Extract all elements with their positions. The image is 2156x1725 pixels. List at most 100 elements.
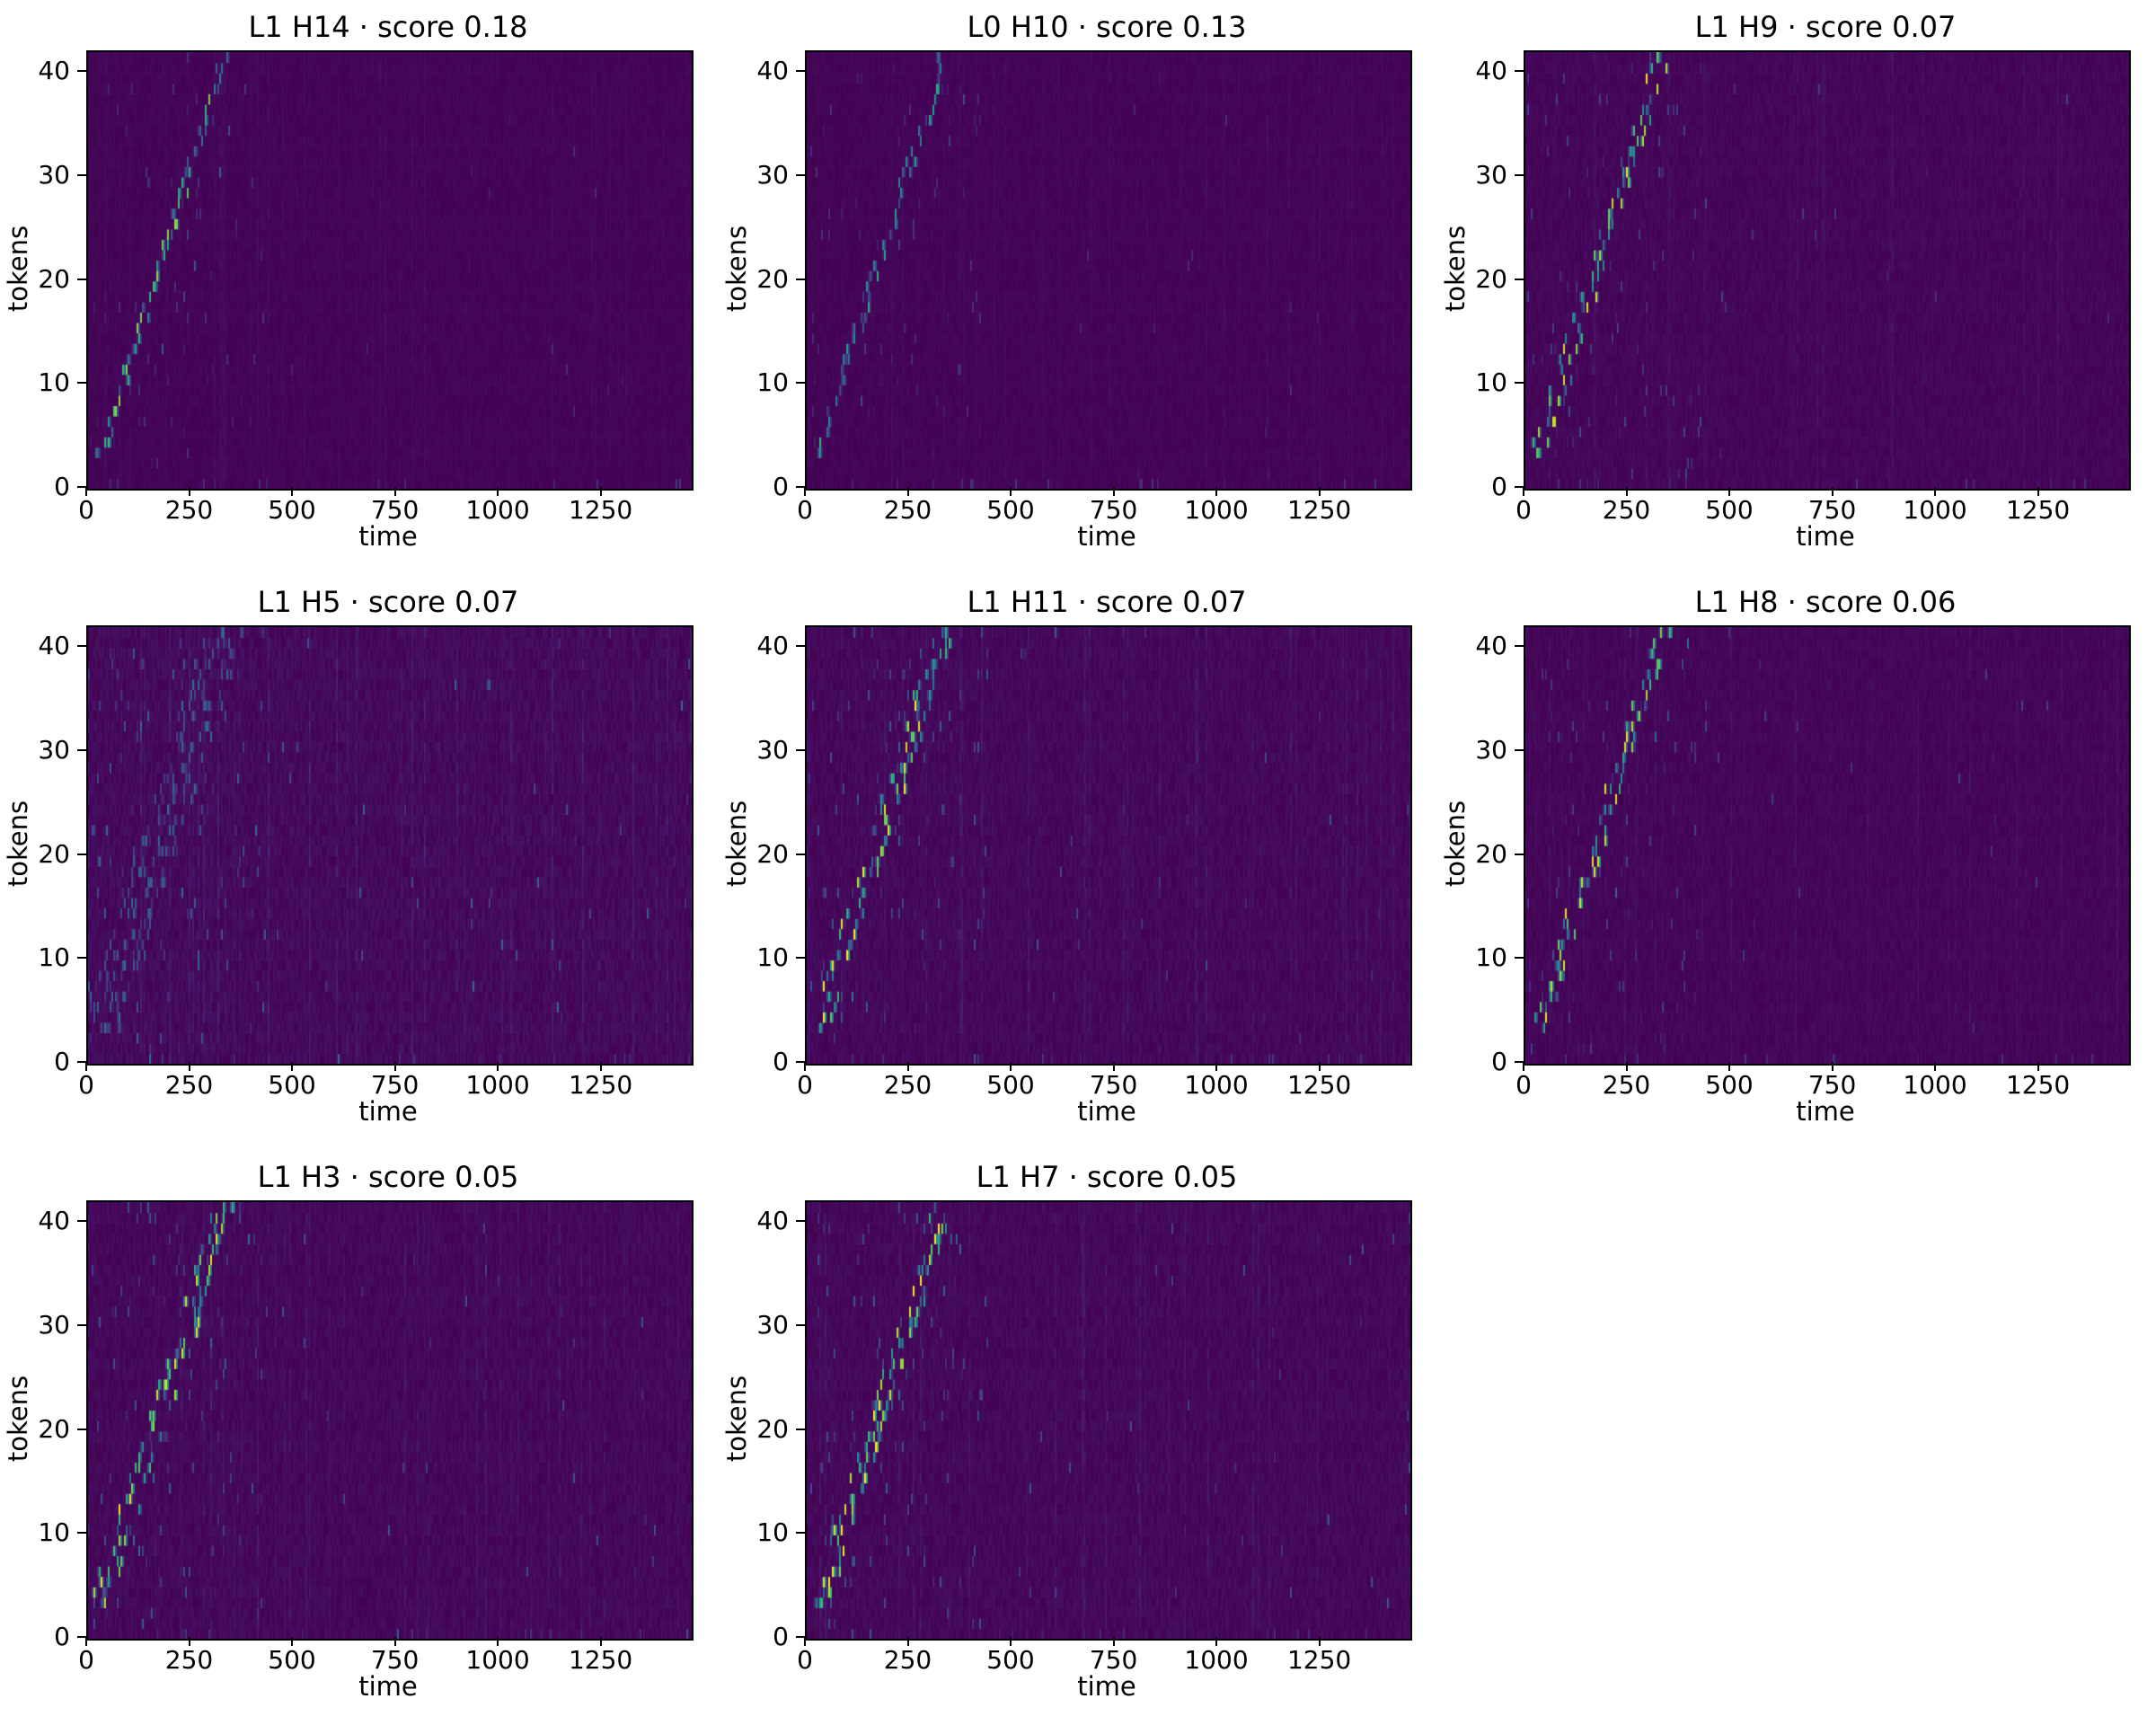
x-tick-mark: [1010, 487, 1012, 496]
x-tick-label: 0: [78, 495, 94, 525]
x-tick-label: 250: [164, 1645, 214, 1675]
x-tick-mark: [2037, 487, 2039, 496]
y-axis-label: tokens: [1440, 225, 1471, 313]
x-axis-label: time: [1077, 1671, 1136, 1702]
y-tick-mark: [796, 1323, 805, 1326]
x-tick-label: 1000: [465, 495, 530, 525]
y-tick-mark: [77, 957, 86, 960]
y-tick-label: 40: [38, 1206, 70, 1236]
y-axis-label: tokens: [3, 1375, 33, 1463]
panel-title: L1 H8 · score 0.06: [1694, 584, 1957, 619]
y-tick-mark: [796, 173, 805, 176]
y-axis-ticks: 0 10 20 30 40: [755, 1200, 805, 1650]
x-tick-label: 250: [883, 1645, 932, 1675]
x-tick-mark: [906, 487, 909, 496]
x-axis-label: time: [1077, 521, 1136, 552]
x-tick-label: 250: [883, 495, 932, 525]
y-tick-mark: [77, 1636, 86, 1638]
y-tick-mark: [77, 486, 86, 488]
x-tick-mark: [1934, 1062, 1937, 1071]
y-tick-label: 10: [756, 1517, 789, 1548]
y-tick-label: 30: [38, 1309, 70, 1340]
x-tick-mark: [188, 487, 190, 496]
x-axis-label: time: [358, 521, 418, 552]
heatmap-canvas: [807, 1202, 1410, 1639]
x-tick-label: 0: [797, 1645, 813, 1675]
panel-title: L1 H11 · score 0.07: [967, 584, 1247, 619]
heatmap-panel: L1 H8 · score 0.06 tokens 0 10 20 30 40 0 250…: [1437, 575, 2156, 1150]
y-tick-mark: [1515, 70, 1524, 73]
y-axis-ticks: 0 10 20 30 40: [1473, 625, 1524, 1075]
x-tick-mark: [1625, 1062, 1628, 1071]
x-axis-label: time: [1077, 1096, 1136, 1127]
y-tick-mark: [77, 70, 86, 73]
y-tick-mark: [796, 957, 805, 960]
y-tick-label: 30: [38, 159, 70, 190]
x-tick-label: 0: [797, 1070, 813, 1100]
x-tick-mark: [1215, 1062, 1218, 1071]
y-axis-ticks: 0 10 20 30 40: [36, 1200, 86, 1650]
y-tick-label: 0: [773, 472, 789, 501]
x-tick-mark: [804, 487, 806, 496]
x-tick-mark: [1215, 487, 1218, 496]
y-tick-mark: [77, 853, 86, 855]
x-tick-label: 750: [1807, 495, 1857, 525]
heatmap-panel: L1 H9 · score 0.07 tokens 0 10 20 30 40 0 250…: [1437, 0, 2156, 575]
x-axis-ticks: 0 250 500 750 1000 1250: [78, 487, 690, 523]
x-tick-mark: [906, 1062, 909, 1071]
x-axis-ticks: 0 250 500 750 1000 1250: [797, 1637, 1409, 1673]
y-axis-ticks: 0 10 20 30 40: [755, 50, 805, 500]
x-tick-label: 0: [78, 1070, 94, 1100]
x-tick-mark: [1934, 487, 1937, 496]
y-tick-label: 40: [38, 56, 70, 86]
x-tick-label: 1000: [1903, 1070, 1967, 1100]
x-tick-label: 1000: [1184, 1645, 1249, 1675]
y-tick-mark: [796, 1061, 805, 1063]
y-tick-label: 40: [756, 56, 789, 86]
x-tick-label: 250: [164, 1070, 214, 1100]
y-tick-label: 0: [54, 1047, 70, 1076]
plot-area: [805, 625, 1412, 1066]
x-tick-mark: [1112, 487, 1115, 496]
y-axis-ticks: 0 10 20 30 40: [36, 50, 86, 500]
heatmap-canvas: [807, 52, 1410, 489]
y-tick-mark: [77, 1532, 86, 1535]
x-tick-mark: [1831, 487, 1833, 496]
y-tick-label: 30: [756, 734, 789, 765]
y-tick-mark: [796, 382, 805, 385]
y-tick-mark: [796, 486, 805, 488]
x-tick-mark: [188, 1062, 190, 1071]
x-tick-label: 1250: [2005, 495, 2071, 525]
y-tick-label: 0: [1491, 472, 1507, 501]
y-tick-mark: [1515, 1061, 1524, 1063]
y-axis-label: tokens: [1440, 800, 1471, 888]
x-tick-mark: [599, 1637, 602, 1646]
y-tick-label: 0: [773, 1622, 789, 1651]
x-axis-ticks: 0 250 500 750 1000 1250: [1515, 487, 2127, 523]
x-tick-label: 1000: [1903, 495, 1967, 525]
y-tick-label: 10: [756, 942, 789, 973]
x-tick-label: 750: [1807, 1070, 1857, 1100]
x-axis-label: time: [358, 1096, 418, 1127]
y-tick-mark: [796, 748, 805, 751]
x-tick-mark: [393, 1062, 396, 1071]
x-tick-mark: [497, 1062, 499, 1071]
panel-title: L1 H9 · score 0.07: [1694, 9, 1957, 44]
y-tick-mark: [77, 645, 86, 648]
heatmap-canvas: [1525, 52, 2129, 489]
y-tick-mark: [796, 1220, 805, 1223]
y-tick-label: 0: [1491, 1047, 1507, 1076]
y-tick-label: 30: [756, 159, 789, 190]
heatmap-panel: L1 H7 · score 0.05 tokens 0 10 20 30 40 0 250…: [719, 1150, 1437, 1725]
x-tick-label: 1250: [568, 495, 633, 525]
x-tick-mark: [1523, 487, 1524, 496]
x-tick-label: 750: [370, 495, 420, 525]
y-axis-label: tokens: [721, 225, 752, 313]
y-tick-label: 20: [38, 263, 70, 294]
heatmap-panel: L1 H3 · score 0.05 tokens 0 10 20 30 40 0 250…: [0, 1150, 719, 1725]
heatmap-panel: L1 H11 · score 0.07 tokens 0 10 20 30 40 0 25…: [719, 575, 1437, 1150]
x-tick-mark: [497, 487, 499, 496]
panel-title: L0 H10 · score 0.13: [967, 9, 1247, 44]
x-tick-label: 1000: [1184, 1070, 1249, 1100]
